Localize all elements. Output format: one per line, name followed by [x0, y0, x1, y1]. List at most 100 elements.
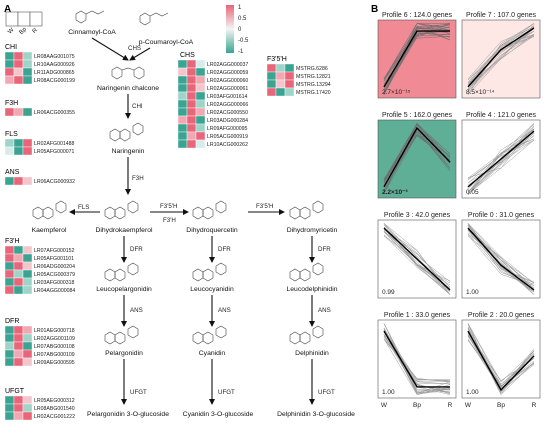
heatmap-cell — [195, 99, 206, 109]
enzyme-ufgt-1: UFGT — [130, 389, 147, 396]
heatmap-cell — [4, 403, 15, 413]
profile-title: Profile 3 : 42.0 genes — [384, 212, 451, 219]
heatmap-cell — [22, 51, 33, 61]
heatmap-cell — [275, 63, 286, 73]
heatmap-cell — [13, 333, 24, 343]
enzyme-ans-2: ANS — [218, 307, 231, 314]
heatmap-chi: CHI LR08AAG001075 LR10AAG000926 LR11ADG0008… — [4, 44, 75, 85]
profile-mean-line — [467, 27, 535, 88]
gene-label: MSTRG.12821 — [296, 74, 331, 80]
gene-trace — [383, 23, 451, 93]
heatmap-title-fls: FLS — [5, 131, 18, 138]
structure-coumaroyl — [139, 12, 169, 26]
compound-kaempferol: Kaempferol — [32, 227, 67, 234]
heatmap-cell — [195, 107, 206, 117]
gene-trace — [467, 223, 535, 284]
gene-trace — [467, 134, 535, 195]
heatmap-cell — [284, 79, 295, 89]
profile-panel: Profile 3 : 42.0 genes 0.99 — [377, 212, 457, 299]
heatmap-cell — [4, 253, 15, 263]
arrow-chs — [91, 37, 129, 61]
scale-tick-1: 1 — [238, 5, 242, 11]
structure-pelargonidin — [104, 325, 139, 345]
gene-trace — [467, 128, 535, 192]
profile-panel: Profile 1 : 33.0 genes 1.00 W Bp R — [377, 312, 457, 409]
gene-label: LR03AFG000318 — [34, 280, 74, 286]
heatmap-cell — [195, 139, 206, 149]
heatmap-cell — [177, 107, 188, 117]
gene-label: LR05ACG000919 — [207, 134, 248, 140]
legend-w: W — [7, 27, 15, 35]
structure-leucodelphinidin — [289, 262, 324, 282]
heatmap-cell — [186, 115, 197, 125]
heatmap-cell — [186, 75, 197, 85]
gene-trace — [467, 23, 535, 95]
gene-label: LR04AGG000084 — [34, 288, 75, 294]
gene-label: LR05AFG001101 — [34, 256, 74, 262]
heatmap-cell — [4, 349, 15, 359]
heatmap-cell — [4, 357, 15, 367]
enzyme-f3h: F3H — [132, 175, 144, 182]
heatmap-f3ph: F3'H LR07AFG000152 LR05AFG001101 LR06ADG000… — [4, 238, 75, 295]
heatmap-cell — [13, 176, 24, 186]
gene-trace — [467, 34, 535, 81]
heatmap-cell — [177, 67, 188, 77]
heatmap-cell — [22, 277, 33, 287]
heatmap-cell — [177, 83, 188, 93]
heatmap-cell — [195, 59, 206, 69]
heatmap-cell — [284, 63, 295, 73]
heatmap-title-f35h: F3'5'H — [267, 56, 287, 63]
enzyme-ufgt-3: UFGT — [318, 389, 335, 396]
profile-title: Profile 4 : 121.0 genes — [466, 112, 537, 119]
heatmap-cell — [186, 67, 197, 77]
enzyme-f3ph: F3'H — [163, 217, 176, 224]
gene-trace — [383, 338, 451, 395]
profile-frame — [377, 19, 457, 99]
heatmap-cell — [22, 349, 33, 359]
profile-panel: Profile 0 : 31.0 genes 1.00 — [461, 212, 541, 299]
profile-mean-line — [383, 227, 451, 291]
gene-label: LR02AGG000061 — [207, 86, 248, 92]
gene-label: LR02AGG001109 — [34, 336, 75, 342]
heatmap-cell — [13, 403, 24, 413]
heatmap-cell — [22, 75, 33, 85]
profile-panels: Profile 6 : 124.0 genes2.7×10⁻¹⁵Profile … — [377, 12, 541, 409]
scale-tick-0: 0 — [238, 27, 242, 33]
heatmap-cell — [13, 341, 24, 351]
gene-label: MSTRG.13294 — [296, 82, 331, 88]
profile-panel: Profile 5 : 162.0 genes 2.2×10⁻³ — [377, 112, 457, 199]
heatmap-cell — [4, 341, 15, 351]
heatmap-cell — [4, 245, 15, 255]
arrow-coumaroyl-chs — [129, 47, 151, 61]
compound-pg3g: Pelargonidin 3-O-glucoside — [87, 411, 169, 418]
enzyme-dfr-3: DFR — [318, 246, 331, 253]
gene-trace — [467, 223, 535, 292]
heatmap-cell — [13, 75, 24, 85]
profile-mean-line — [467, 130, 535, 188]
heatmap-cell — [13, 146, 24, 156]
gene-label: LR01AEG000718 — [34, 328, 75, 334]
heatmap-cell — [13, 138, 24, 148]
gene-trace — [383, 235, 451, 292]
heatmap-cell — [4, 269, 15, 279]
heatmap-cell — [177, 131, 188, 141]
gene-trace — [383, 339, 451, 382]
heatmap-cell — [13, 357, 24, 367]
heatmap-cell — [13, 395, 24, 405]
gene-trace — [467, 124, 535, 180]
structure-dihydroquercetin — [192, 200, 227, 220]
heatmap-cell — [4, 51, 15, 61]
heatmap-cell — [22, 395, 33, 405]
gene-trace — [467, 139, 535, 178]
gene-trace — [467, 138, 535, 184]
heatmap-cell — [177, 99, 188, 109]
profile-mean-line — [383, 30, 450, 88]
profile-x-label: Bp — [413, 402, 421, 409]
heatmap-cell — [22, 325, 33, 335]
gene-trace — [383, 125, 451, 180]
heatmap-cell — [177, 75, 188, 85]
heatmap-cell — [22, 176, 33, 186]
legend-r: R — [32, 27, 40, 35]
pathway-arrows — [69, 37, 315, 405]
heatmap-cell — [195, 67, 206, 77]
